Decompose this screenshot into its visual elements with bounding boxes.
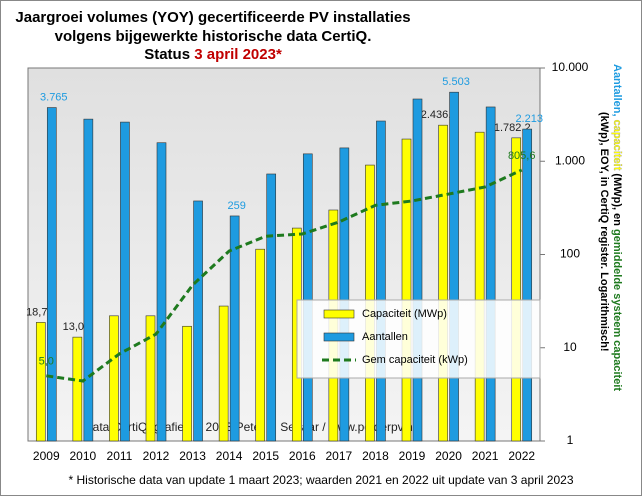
x-tick-label: 2014 <box>216 449 243 463</box>
bar <box>376 120 386 442</box>
y-tick-label: 1.000 <box>555 153 585 167</box>
data-label: 5,0 <box>39 356 54 368</box>
legend-swatch <box>323 332 355 342</box>
bar <box>109 315 119 442</box>
line <box>46 168 523 383</box>
x-tick-label: 2010 <box>70 449 97 463</box>
y-axis-label: Aantallen, capaciteit (MWp), en gemiddel… <box>611 64 623 391</box>
data-label: 5.503 <box>442 76 470 88</box>
x-tick-label: 2016 <box>289 449 316 463</box>
x-tick-label: 2017 <box>326 449 353 463</box>
bar <box>522 128 533 442</box>
bar <box>339 147 350 442</box>
bar <box>266 173 277 442</box>
y-axis-label-part: (MWp), en <box>611 170 623 229</box>
y-axis-label-part: gemiddelde systeem capaciteit <box>611 229 623 391</box>
plot-area <box>27 67 541 442</box>
x-tick-label: 2009 <box>33 449 60 463</box>
legend-label: Gem capaciteit (kWp) <box>362 354 468 366</box>
data-label: 2.436,9 <box>421 109 458 121</box>
data-label: 259 <box>227 200 245 212</box>
legend-swatch <box>323 309 355 319</box>
bar <box>229 215 240 442</box>
bar <box>218 305 229 442</box>
x-tick-label: 2019 <box>399 449 426 463</box>
bar <box>72 336 83 442</box>
bar <box>193 200 203 442</box>
data-label: 805,6 <box>508 150 536 162</box>
x-tick-label: 2022 <box>508 449 535 463</box>
data-label: 18,7 <box>26 306 47 318</box>
chart-title: volgens bijgewerkte historische data Cer… <box>55 28 372 45</box>
y-tick-label: 100 <box>560 247 580 261</box>
bar <box>145 315 156 442</box>
data-label: 1.782,2 <box>494 122 531 134</box>
x-tick-label: 2013 <box>179 449 206 463</box>
legend-label: Aantallen <box>362 331 408 343</box>
y-tick-label: 10 <box>563 340 577 354</box>
y-tick-label: 10.000 <box>552 60 589 74</box>
x-tick-label: 2011 <box>107 449 133 463</box>
footnote: * Historische data van update 1 maart 20… <box>68 473 573 487</box>
title-status: Status <box>144 46 190 63</box>
chart-title: Status 3 april 2023* <box>144 46 282 63</box>
bar <box>474 131 485 442</box>
y-tick-label: 1 <box>567 433 574 447</box>
y-axis-label-part: (kWp), EOY, in CertiQ register. Logarith… <box>598 112 610 352</box>
bar <box>35 322 46 442</box>
x-tick-label: 2015 <box>252 449 279 463</box>
data-label: 13,0 <box>63 321 84 333</box>
bar <box>449 91 459 442</box>
bar <box>120 121 130 442</box>
y-axis-label: (kWp), EOY, in CertiQ register. Logarith… <box>598 112 610 352</box>
title-date: 3 april 2023* <box>194 46 282 63</box>
bar <box>412 98 423 442</box>
bar <box>485 106 496 442</box>
x-tick-label: 2020 <box>435 449 462 463</box>
data-label: 2.213 <box>515 113 543 125</box>
x-tick-label: 2018 <box>362 449 389 463</box>
bar <box>511 137 522 442</box>
x-tick-label: 2012 <box>143 449 170 463</box>
chart-title: Jaargroei volumes (YOY) gecertificeerde … <box>15 9 410 26</box>
bar <box>156 142 167 442</box>
y-axis-label-part: Aantallen, <box>611 64 623 120</box>
legend-label: Capaciteit (MWp) <box>362 308 447 320</box>
bar <box>182 325 192 442</box>
bar <box>401 138 412 442</box>
data-label: 3.765 <box>40 91 68 103</box>
bar <box>46 107 57 442</box>
bar <box>302 153 313 442</box>
x-tick-label: 2021 <box>472 449 499 463</box>
y-axis-label-part: capaciteit <box>611 120 623 171</box>
bar <box>83 118 94 442</box>
bar <box>255 248 266 442</box>
bar <box>438 124 448 442</box>
